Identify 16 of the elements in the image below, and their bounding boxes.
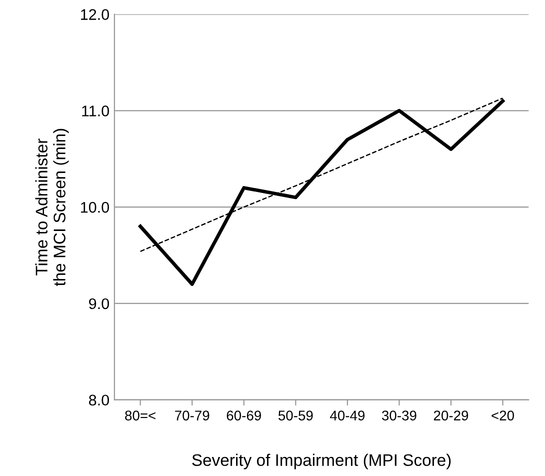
y-tick-label: 11.0 (82, 106, 109, 116)
x-tick-label: 60-69 (226, 410, 261, 420)
x-tick-label: 80=< (125, 410, 156, 420)
line-series (138, 99, 504, 286)
x-tick-label: 70-79 (175, 410, 210, 420)
y-tick-label: 9.0 (89, 298, 109, 310)
y-axis-title: Time to Administer the MCI Screen (min) (35, 128, 69, 286)
y-tick-label: 12.0 (81, 9, 109, 20)
x-tick-label: 30-39 (382, 410, 416, 420)
x-tick-label: 20-29 (434, 410, 468, 420)
y-tick-label: 10.0 (81, 202, 109, 213)
x-tick-label: 40-49 (330, 410, 365, 420)
y-tick-label: 8.0 (89, 394, 109, 406)
x-axis-title: Severity of Impairment (MPI Score) (192, 454, 451, 470)
x-tick-label: 50-59 (278, 410, 313, 420)
x-tick-label: <20 (492, 410, 514, 420)
